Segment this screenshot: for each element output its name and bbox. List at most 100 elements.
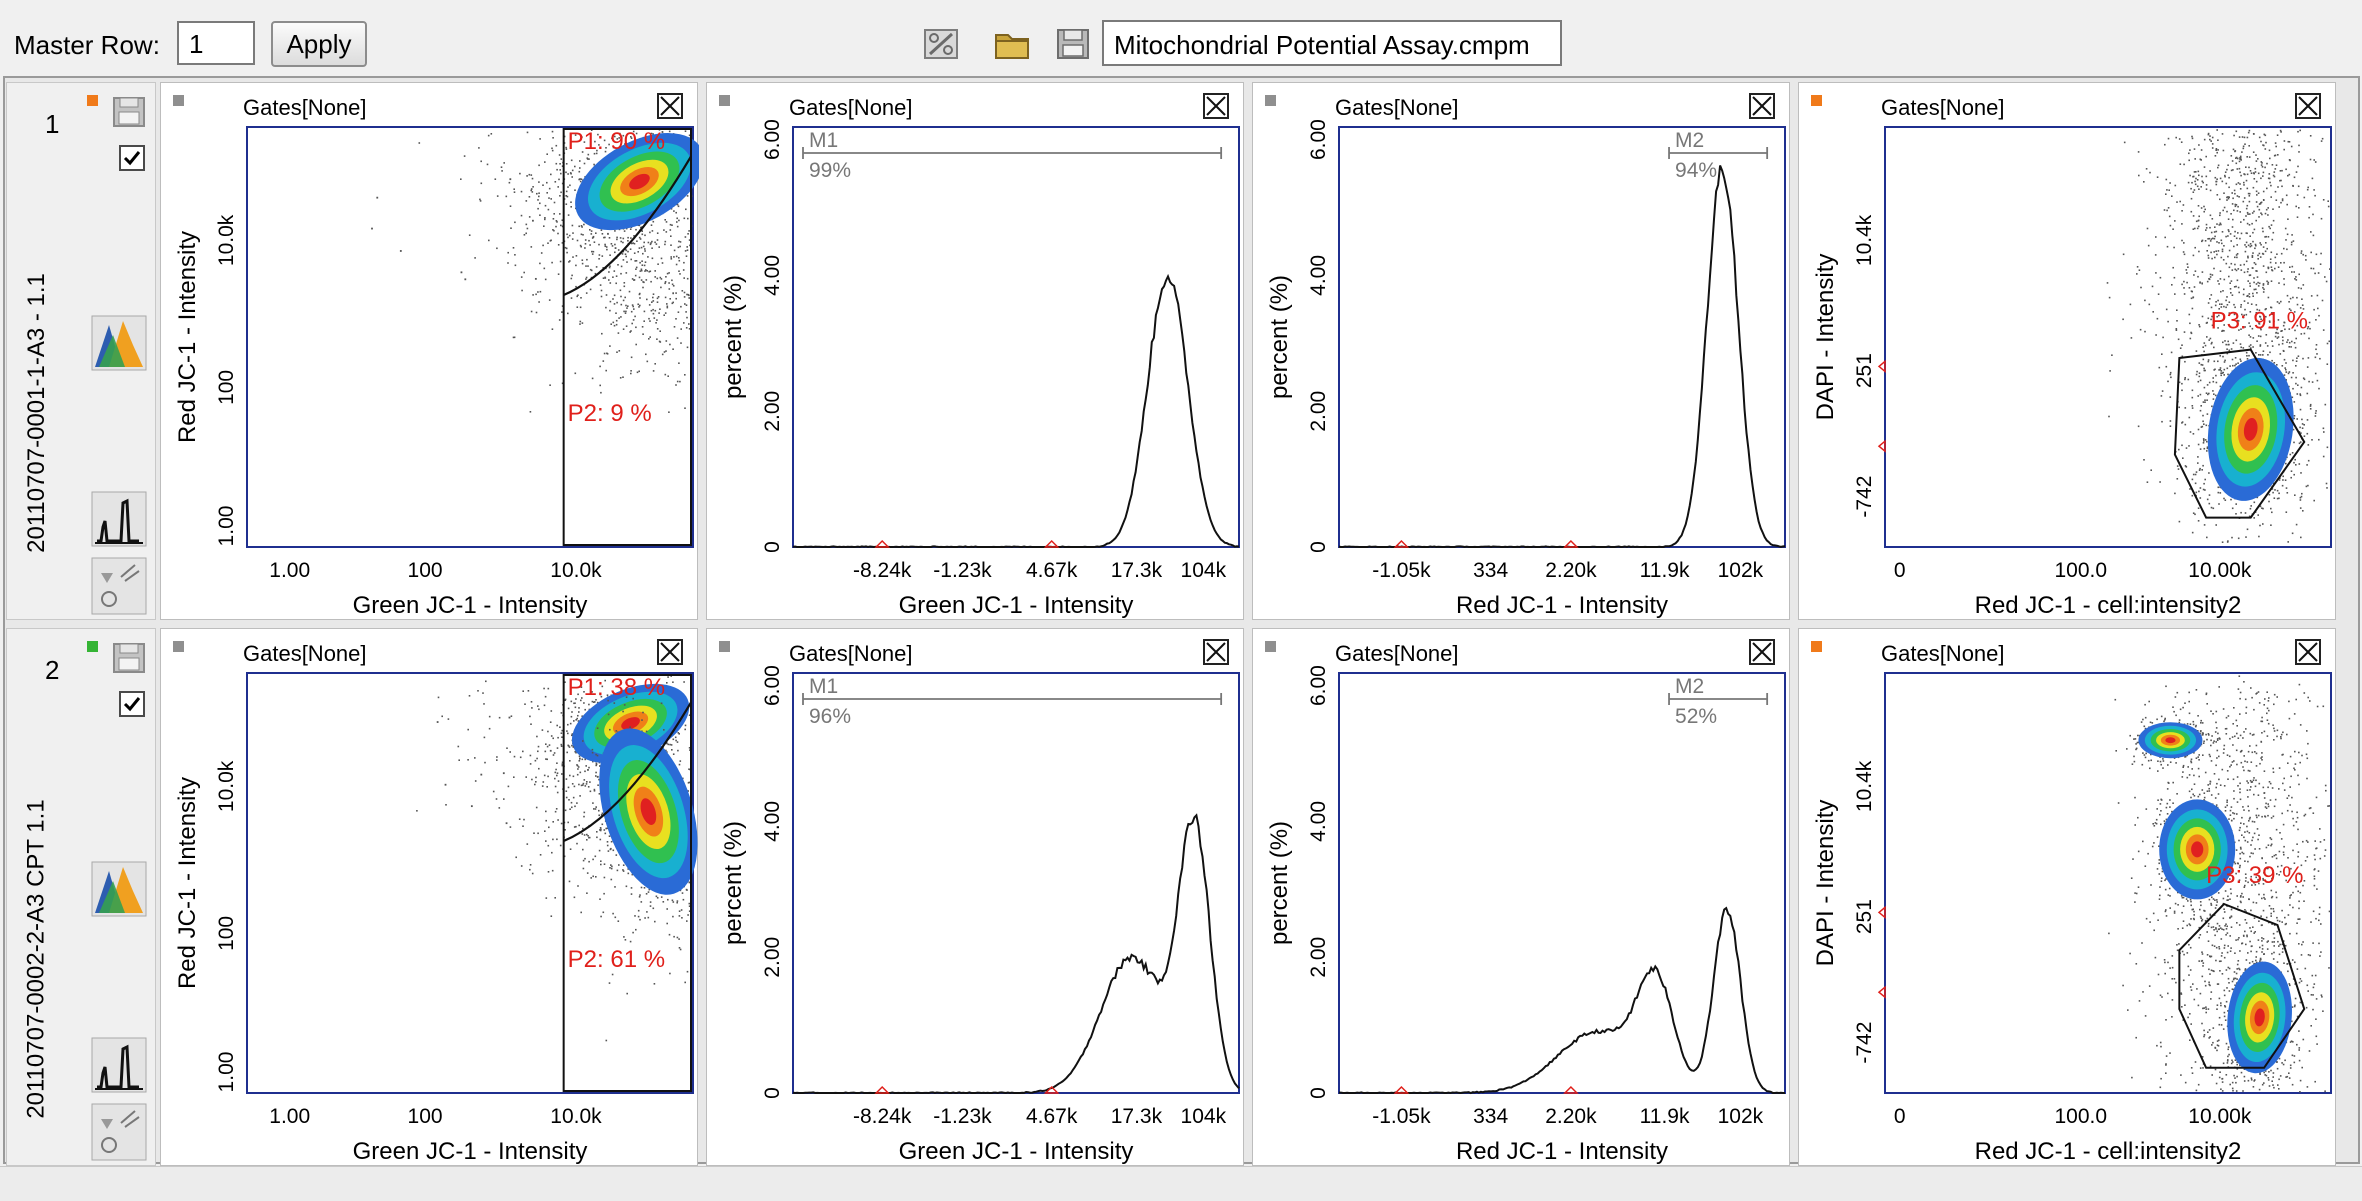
event-dot xyxy=(2307,326,2310,328)
event-dot xyxy=(2319,357,2321,360)
event-dot xyxy=(2262,286,2264,289)
event-dot xyxy=(2211,274,2214,276)
event-dot xyxy=(580,686,583,688)
plot-tools-icon[interactable] xyxy=(91,557,147,615)
close-icon[interactable] xyxy=(1203,93,1229,119)
event-dot xyxy=(595,771,597,774)
event-dot xyxy=(2288,301,2290,303)
event-dot xyxy=(2239,155,2242,158)
event-dot xyxy=(2192,175,2195,178)
histogram-icon[interactable] xyxy=(91,1037,147,1093)
event-dot xyxy=(2260,212,2262,214)
event-dot xyxy=(2159,481,2161,483)
close-icon[interactable] xyxy=(657,639,683,665)
histogram-plot-panel[interactable]: Gates[None] -1.05k 334 2.20k 11.9k 102k 0 2.00 4… xyxy=(1252,82,1790,620)
event-dot xyxy=(590,129,593,131)
gates-label[interactable]: Gates[None] xyxy=(1881,95,2005,120)
y-tick-label: 251 xyxy=(1853,353,1876,388)
event-dot xyxy=(619,132,621,135)
close-icon[interactable] xyxy=(2295,93,2321,119)
event-dot xyxy=(2295,523,2298,526)
event-dot xyxy=(591,237,594,239)
event-dot xyxy=(2275,332,2277,334)
event-dot xyxy=(2273,320,2275,323)
save-icon[interactable] xyxy=(1054,26,1092,62)
event-dot xyxy=(496,195,499,197)
event-dot xyxy=(654,270,656,272)
gates-label[interactable]: Gates[None] xyxy=(243,95,367,120)
scatter-plot-panel[interactable]: Gates[None] 1.00 100 10.0k 1.00 100 10.0k Green… xyxy=(160,628,698,1166)
event-dot xyxy=(537,199,539,201)
event-dot xyxy=(625,227,628,230)
event-dot xyxy=(2252,292,2254,295)
event-dot xyxy=(2246,136,2249,139)
overlay-histogram-icon[interactable] xyxy=(91,861,147,917)
event-dot xyxy=(573,826,576,828)
event-dot xyxy=(580,178,583,180)
event-dot xyxy=(2195,350,2198,352)
event-dot xyxy=(2236,244,2238,246)
event-dot xyxy=(557,736,559,739)
event-dot xyxy=(2195,471,2198,473)
event-dot xyxy=(2216,315,2218,318)
histogram-plot-panel[interactable]: Gates[None] -8.24k -1.23k 4.67k 17.3k 104k 0 2.… xyxy=(706,82,1244,620)
row-checkbox[interactable] xyxy=(119,691,145,717)
event-dot xyxy=(559,195,561,197)
event-dot xyxy=(587,265,589,267)
save-icon[interactable] xyxy=(111,641,147,675)
event-dot xyxy=(598,254,601,256)
filename-field[interactable]: Mitochondrial Potential Assay.cmpm xyxy=(1102,20,1562,66)
gates-label[interactable]: Gates[None] xyxy=(789,95,913,120)
event-dot xyxy=(574,706,577,709)
event-dot xyxy=(582,740,584,742)
save-icon[interactable] xyxy=(111,95,147,129)
histogram-icon[interactable] xyxy=(91,491,147,547)
event-dot xyxy=(2322,329,2325,331)
event-dot xyxy=(644,248,646,250)
event-dot xyxy=(686,920,688,922)
event-dot xyxy=(606,248,608,251)
event-dot xyxy=(595,806,597,808)
event-dot xyxy=(578,707,580,709)
event-dot xyxy=(467,759,469,761)
event-dot xyxy=(2323,431,2325,433)
event-dot xyxy=(2226,196,2228,199)
event-dot xyxy=(2261,162,2263,164)
scatter-plot-panel[interactable]: Gates[None] 0 100.0 10.00k -742 251 10.4k Red J… xyxy=(1798,82,2336,620)
row-checkbox[interactable] xyxy=(119,145,145,171)
event-dot xyxy=(496,756,498,758)
event-dot xyxy=(656,338,658,340)
event-dot xyxy=(2169,396,2172,398)
close-icon[interactable] xyxy=(1749,93,1775,119)
gates-label[interactable]: Gates[None] xyxy=(243,641,367,666)
event-dot xyxy=(544,161,546,163)
open-folder-icon[interactable] xyxy=(993,26,1031,62)
scatter-plot-panel[interactable]: Gates[None] 1.00 100 10.0k 1.00 100 10.0k Green… xyxy=(160,82,699,620)
overlay-histogram-icon[interactable] xyxy=(91,315,147,371)
close-icon[interactable] xyxy=(657,93,683,119)
gates-label[interactable]: Gates[None] xyxy=(1335,95,1459,120)
event-dot xyxy=(2192,191,2195,193)
event-dot xyxy=(2216,151,2218,154)
event-dot xyxy=(2256,205,2259,208)
settings-icon[interactable] xyxy=(922,26,960,62)
event-dot xyxy=(2205,188,2208,190)
event-dot xyxy=(2285,368,2287,371)
event-dot xyxy=(2302,284,2305,286)
event-dot xyxy=(576,717,578,720)
event-dot xyxy=(2292,387,2294,390)
event-dot xyxy=(2203,210,2205,213)
event-dot xyxy=(678,915,681,917)
event-dot xyxy=(2181,382,2183,385)
event-dot xyxy=(616,238,618,241)
plot-tools-icon[interactable] xyxy=(91,1103,147,1161)
event-dot xyxy=(653,317,656,319)
event-dot xyxy=(671,224,673,226)
event-dot xyxy=(557,244,560,246)
apply-button[interactable]: Apply xyxy=(271,21,367,67)
event-dot xyxy=(608,982,611,984)
event-dot xyxy=(2309,158,2312,161)
event-dot xyxy=(625,325,628,327)
master-row-input[interactable]: 1 xyxy=(177,21,255,65)
event-dot xyxy=(594,272,597,275)
